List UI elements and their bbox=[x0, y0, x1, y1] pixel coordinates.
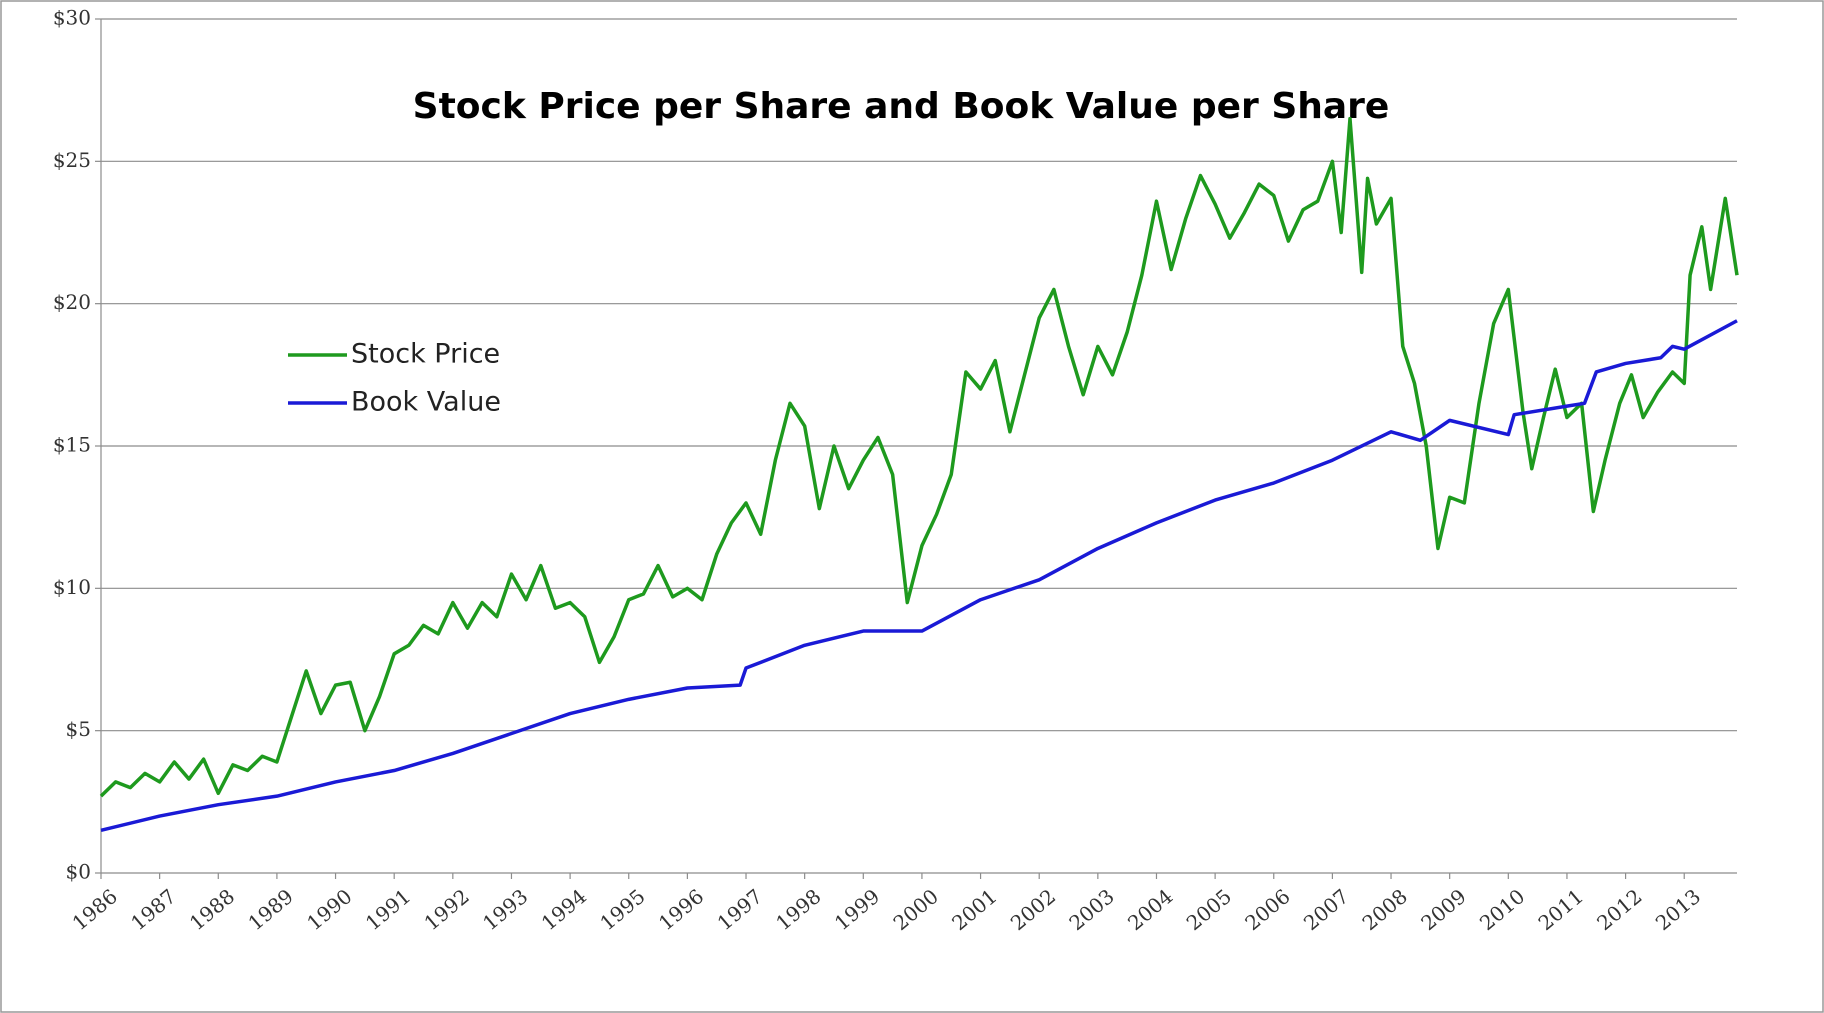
data-line bbox=[100, 319, 1738, 833]
y-tick-label: $5 bbox=[66, 717, 91, 741]
y-tick-label: $30 bbox=[53, 6, 91, 30]
y-tick-label: $15 bbox=[53, 433, 91, 457]
legend-label: Book Value bbox=[351, 387, 501, 418]
y-tick-label: $25 bbox=[53, 148, 91, 172]
y-tick-label: $0 bbox=[66, 860, 91, 884]
chart-title: Stock Price per Share and Book Value per… bbox=[413, 86, 1390, 127]
y-tick-label: $10 bbox=[53, 575, 91, 599]
data-line bbox=[99, 116, 1739, 798]
y-tick-label: $20 bbox=[53, 290, 91, 314]
legend-label: Stock Price bbox=[351, 339, 500, 370]
